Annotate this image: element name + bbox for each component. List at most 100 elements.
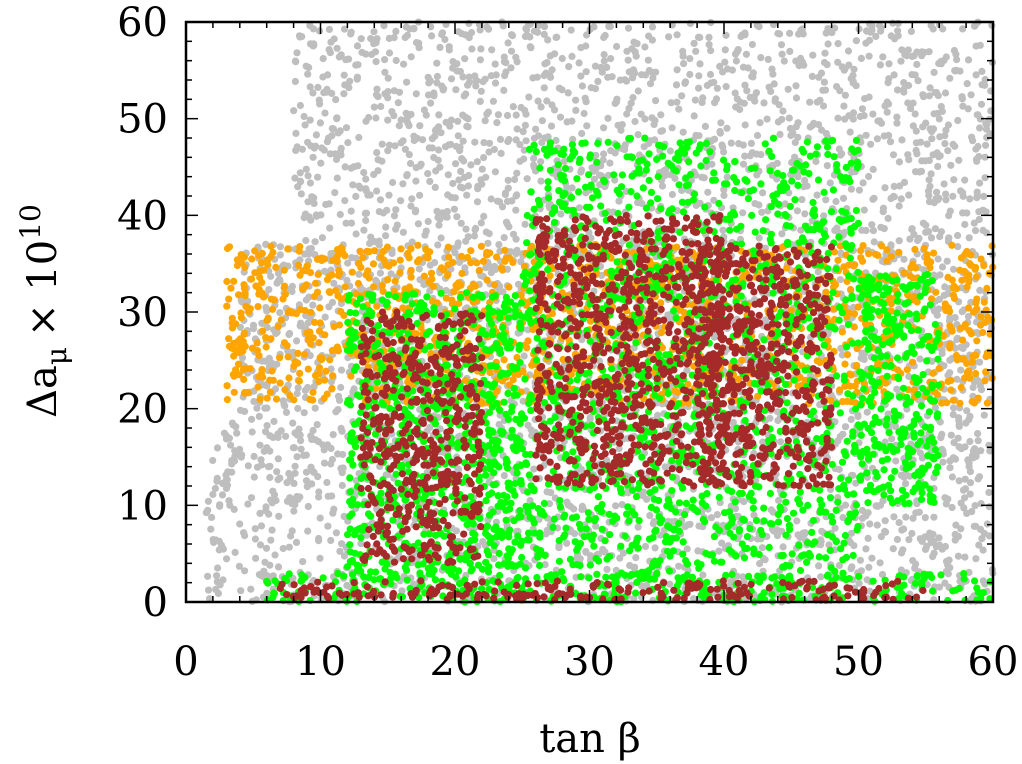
- data-point: [868, 554, 876, 562]
- data-point: [362, 175, 370, 183]
- data-point: [886, 138, 895, 146]
- data-point: [623, 110, 631, 118]
- data-point: [334, 271, 343, 280]
- data-point: [775, 496, 783, 504]
- data-point: [455, 176, 463, 184]
- data-point: [695, 84, 703, 92]
- data-point: [405, 122, 413, 130]
- data-point: [658, 182, 667, 190]
- data-point: [311, 142, 320, 150]
- data-point: [914, 236, 922, 245]
- data-point: [761, 556, 769, 564]
- data-point: [934, 255, 942, 263]
- data-point: [544, 36, 552, 44]
- data-point: [475, 266, 483, 274]
- data-point: [457, 219, 465, 227]
- data-point: [352, 230, 360, 238]
- data-point: [944, 561, 952, 569]
- data-point: [942, 500, 950, 508]
- data-point: [555, 544, 563, 552]
- data-point: [950, 176, 958, 184]
- data-point: [949, 192, 957, 200]
- data-point: [416, 122, 424, 130]
- data-point: [675, 562, 683, 570]
- data-point: [385, 191, 393, 199]
- data-point: [631, 117, 639, 126]
- data-point: [341, 283, 349, 291]
- data-point: [953, 375, 961, 383]
- data-point: [903, 52, 911, 60]
- data-point: [256, 541, 265, 549]
- data-point: [454, 465, 462, 473]
- data-point: [452, 160, 460, 168]
- data-point: [774, 118, 783, 126]
- data-point: [251, 535, 259, 543]
- data-point: [412, 90, 420, 98]
- data-point: [937, 434, 945, 442]
- data-point: [253, 404, 261, 412]
- data-point: [426, 177, 434, 185]
- data-point: [897, 549, 906, 557]
- data-point: [534, 132, 543, 140]
- data-point: [410, 25, 418, 33]
- data-point: [258, 319, 266, 327]
- data-point: [568, 184, 576, 192]
- data-point: [508, 31, 516, 39]
- data-point: [648, 114, 656, 122]
- data-point: [874, 117, 882, 125]
- data-point: [784, 85, 792, 93]
- data-point: [909, 514, 917, 522]
- data-point: [384, 74, 392, 82]
- data-point: [934, 109, 942, 117]
- data-point: [711, 99, 719, 107]
- data-point: [235, 562, 243, 570]
- data-point: [265, 510, 273, 518]
- data-point: [865, 172, 873, 181]
- data-point: [841, 65, 849, 73]
- data-point: [972, 555, 980, 563]
- data-point: [645, 139, 653, 147]
- data-point: [332, 408, 340, 416]
- data-point: [314, 83, 322, 91]
- data-point: [456, 183, 465, 191]
- data-point: [398, 587, 406, 595]
- data-point: [572, 96, 580, 104]
- data-point: [605, 22, 613, 30]
- data-point: [304, 502, 312, 511]
- data-point: [285, 374, 293, 382]
- data-point: [399, 228, 407, 236]
- data-point: [455, 258, 463, 266]
- data-point: [952, 66, 960, 74]
- data-point: [250, 473, 258, 481]
- data-point: [324, 522, 332, 530]
- data-point: [918, 157, 926, 165]
- data-point: [727, 139, 735, 147]
- data-point: [340, 552, 348, 560]
- data-point: [894, 27, 902, 35]
- data-point: [395, 122, 403, 130]
- data-point: [297, 445, 305, 453]
- data-point: [381, 68, 389, 76]
- data-point: [679, 52, 687, 60]
- data-point: [383, 243, 392, 251]
- data-point: [854, 412, 862, 421]
- data-point: [478, 165, 486, 173]
- data-point: [967, 298, 975, 306]
- data-point: [683, 545, 691, 553]
- data-point: [362, 50, 370, 58]
- data-point: [580, 109, 588, 118]
- data-point: [879, 204, 888, 212]
- data-point: [893, 119, 901, 127]
- data-point: [958, 93, 966, 101]
- data-point: [406, 159, 415, 168]
- data-point: [828, 28, 836, 37]
- data-point: [978, 535, 986, 543]
- data-point: [921, 514, 929, 522]
- data-point: [869, 195, 877, 203]
- data-point: [941, 89, 950, 97]
- data-point: [681, 79, 689, 87]
- data-point: [955, 416, 963, 424]
- data-point: [329, 372, 337, 380]
- data-point: [955, 443, 963, 451]
- data-point: [908, 71, 916, 79]
